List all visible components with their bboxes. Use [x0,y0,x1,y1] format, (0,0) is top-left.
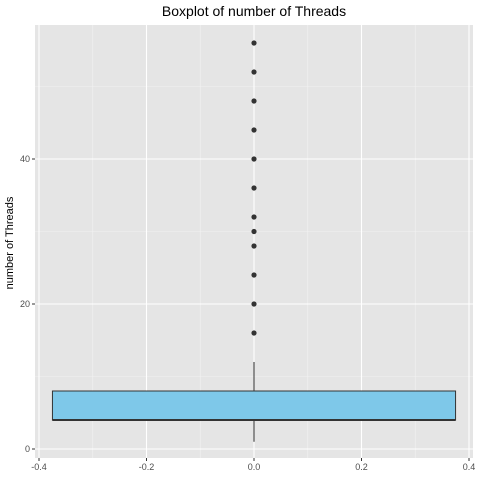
outlier-point [251,330,257,336]
outlier-point [251,272,257,278]
chart-title: Boxplot of number of Threads [162,3,346,19]
x-tick-label: 0.0 [248,462,261,472]
x-tick-label: 0.4 [463,462,476,472]
box-iqr [51,390,457,421]
y-tick-label: 0 [25,444,30,454]
outlier-point [251,69,257,75]
x-tick-label: -0.2 [139,462,155,472]
outlier-point [251,98,257,104]
outlier-point [251,301,257,307]
y-tick-label: 20 [20,299,30,309]
plot-panel [35,25,473,458]
outlier-point [251,243,257,249]
outlier-point [251,214,257,220]
outlier-point [251,228,257,235]
outlier-point [251,40,257,46]
y-tick-label: 40 [20,154,30,164]
x-tick-label: 0.2 [355,462,368,472]
outlier-point [251,127,257,133]
y-axis-label: number of Threads [4,196,16,289]
y-axis: 0 20 40 [20,154,35,454]
x-axis: -0.4 -0.2 0.0 0.2 0.4 [31,458,475,472]
outlier-point [251,156,257,162]
x-tick-label: -0.4 [31,462,47,472]
outlier-point [251,185,257,191]
